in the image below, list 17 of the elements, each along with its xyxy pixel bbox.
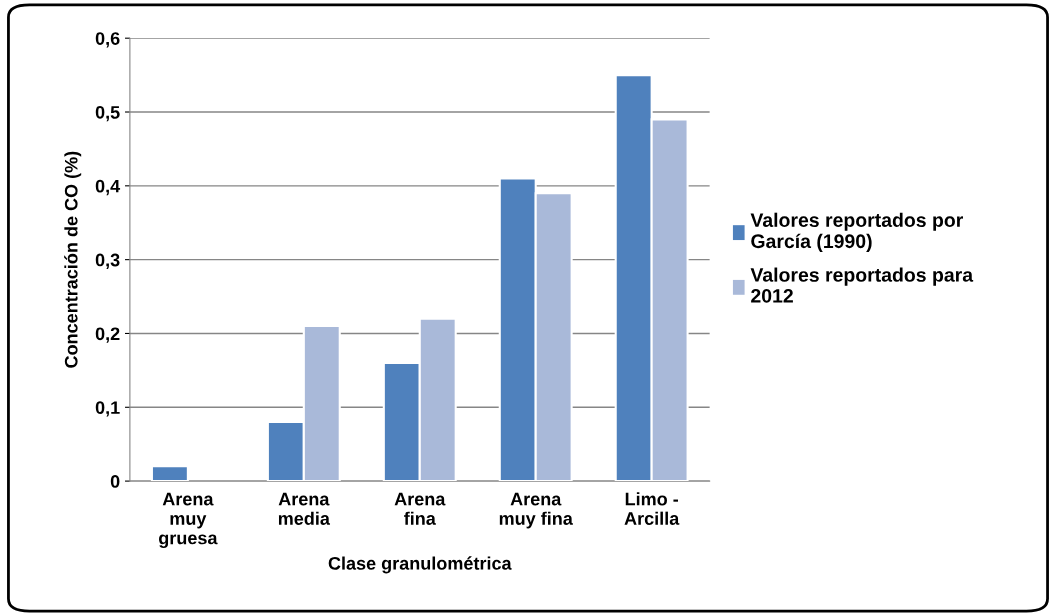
x-tick-label: Arena muy gruesa xyxy=(159,492,218,549)
y-tick-label: 0 xyxy=(110,475,120,488)
y-tick-label: 0,1 xyxy=(95,401,120,417)
x-tick-label: Arena muy fina xyxy=(499,492,573,529)
legend-label: Valores reportados por García (1990) xyxy=(750,212,964,252)
x-axis-title: Clase granulométrica xyxy=(328,556,512,574)
y-tick-label: 0,2 xyxy=(95,327,120,343)
bar xyxy=(150,465,189,482)
x-tick-label: Arena media xyxy=(278,492,331,525)
x-tick-label: Limo - Arcilla xyxy=(624,492,680,525)
legend-label: Valores reportados para 2012 xyxy=(750,267,974,303)
y-axis-title: Concentración de CO (%) xyxy=(64,151,82,368)
x-tick-label: Arena fina xyxy=(394,492,446,525)
y-tick-label: 0,6 xyxy=(95,32,120,48)
y-tick-label: 0,3 xyxy=(95,253,120,269)
y-tick-label: 0,4 xyxy=(95,179,121,196)
y-tick-label: 0,5 xyxy=(95,105,120,122)
